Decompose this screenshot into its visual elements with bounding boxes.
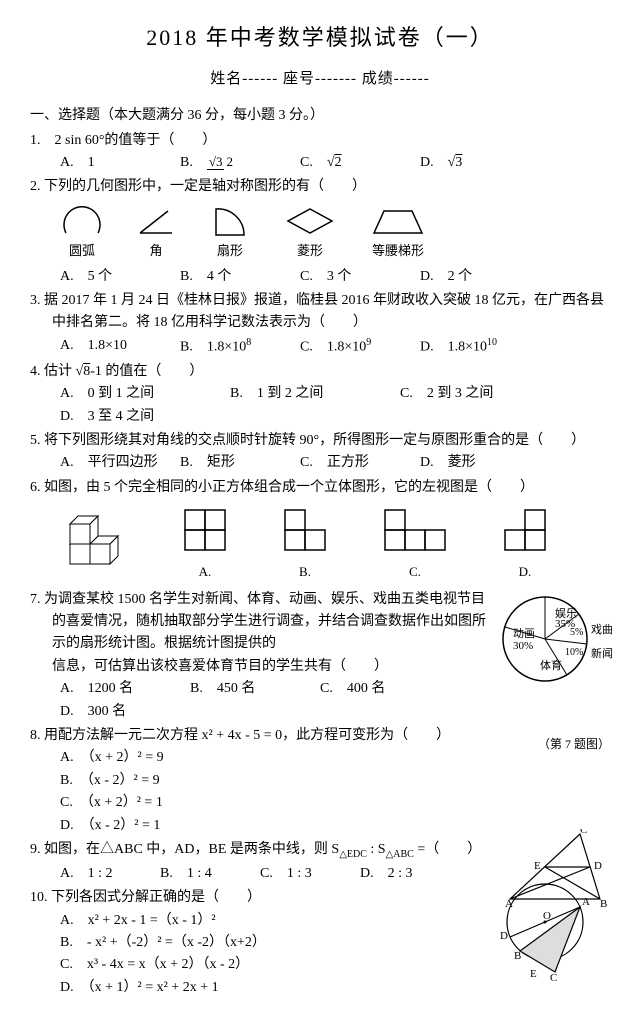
q2-stem: 2. 下列的几何图形中，一定是轴对称图形的有（ ） (30, 176, 610, 198)
shape-arc: 圆弧 (60, 203, 104, 262)
q1-opt-b: B. √32 (180, 152, 300, 174)
svg-text:动画: 动画 (513, 627, 535, 640)
svg-text:B: B (514, 950, 521, 962)
q1-opt-c: C. √2 (300, 152, 420, 174)
svg-text:D: D (594, 860, 602, 872)
q7-pie-chart: 娱乐 35% 5% 戏曲 10% 新闻 体育 动画 30% (490, 589, 620, 707)
q7-opt-d: D. 300 名 (60, 701, 150, 723)
q9-opt-c: C. 1 : 3 (260, 863, 360, 885)
svg-text:10%: 10% (565, 647, 583, 658)
q2-opt-a: A. 5 个 (60, 266, 180, 288)
question-1: 1. 2 sin 60°的值等于（ ） A. 1 B. √32 C. √2 D.… (30, 130, 610, 175)
q6-3d-figure (60, 514, 130, 582)
q2-opt-d: D. 2 个 (420, 266, 540, 288)
q3-opt-b: B. 1.8×108 (180, 335, 300, 359)
svg-text:E: E (530, 968, 537, 980)
shape-rhombus: 菱形 (282, 203, 338, 262)
q7-opt-a: A. 1200 名 (60, 678, 150, 700)
q8-stem: 8. 用配方法解一元二次方程 x² + 4x - 5 = 0，此方程可变形为（ … (30, 725, 610, 747)
q6-opt-a: A. (180, 505, 230, 583)
student-info-line: 姓名------ 座号------- 成绩------ (30, 67, 610, 91)
shape-trapezoid: 等腰梯形 (368, 203, 428, 262)
question-2: 2. 下列的几何图形中，一定是轴对称图形的有（ ） 圆弧 角 扇形 菱形 等腰梯… (30, 176, 610, 288)
q4-opt-d: D. 3 至 4 之间 (60, 406, 190, 428)
svg-text:体育: 体育 (540, 658, 562, 672)
q5-opt-b: B. 矩形 (180, 452, 300, 474)
svg-text:A: A (582, 896, 590, 908)
q4-opt-b: B. 1 到 2 之间 (230, 383, 360, 405)
q4-opt-a: A. 0 到 1 之间 (60, 383, 190, 405)
q5-opt-c: C. 正方形 (300, 452, 420, 474)
q7-caption: （第 7 题图） (538, 735, 610, 754)
q9-opt-b: B. 1 : 4 (160, 863, 260, 885)
q6-opt-b: B. (280, 505, 330, 583)
svg-text:戏曲: 戏曲 (591, 623, 613, 636)
question-10: 10. 下列各因式分解正确的是（ ） A. x² + 2x - 1 =（x - … (30, 887, 610, 999)
q3-opt-d: D. 1.8×1010 (420, 335, 540, 359)
q6-stem: 6. 如图，由 5 个完全相同的小正方体组合成一个立体图形，它的左视图是（ ） (30, 477, 610, 499)
svg-text:E: E (534, 860, 541, 872)
q5-opt-d: D. 菱形 (420, 452, 540, 474)
svg-text:C: C (550, 972, 557, 984)
q4-stem: 4. 估计 √8-1 的值在（ ） (30, 361, 610, 383)
shape-sector: 扇形 (208, 203, 252, 262)
q10-opt-c: C. x³ - 4x = x（x + 2）（x - 2） (60, 954, 280, 976)
q3-opt-c: C. 1.8×109 (300, 335, 420, 359)
q8-opt-b: B. （x - 2）² = 9 (60, 770, 270, 792)
q9-opt-a: A. 1 : 2 (60, 863, 160, 885)
q7-opt-b: B. 450 名 (190, 678, 280, 700)
q3-stem: 3. 据 2017 年 1 月 24 日《桂林日报》报道，临桂县 2016 年财… (30, 290, 610, 335)
exam-title: 2018 年中考数学模拟试卷（一） (30, 20, 610, 55)
question-7: 7. 为调查某校 1500 名学生对新闻、体育、动画、娱乐、戏曲五类电视节目的喜… (30, 589, 610, 723)
section-1-header: 一、选择题（本大题满分 36 分，每小题 3 分。） (30, 105, 610, 127)
svg-text:5%: 5% (570, 627, 583, 638)
svg-text:新闻: 新闻 (591, 646, 613, 660)
svg-text:D: D (500, 930, 508, 942)
question-3: 3. 据 2017 年 1 月 24 日《桂林日报》报道，临桂县 2016 年财… (30, 290, 610, 359)
question-6: 6. 如图，由 5 个完全相同的小正方体组合成一个立体图形，它的左视图是（ ） … (30, 477, 610, 583)
q4-opt-c: C. 2 到 3 之间 (400, 383, 530, 405)
seat-field: 座号------- (283, 71, 357, 87)
q1-stem: 1. 2 sin 60°的值等于（ ） (30, 130, 610, 152)
score-field: 成绩------ (362, 71, 430, 87)
name-field: 姓名------ (210, 71, 278, 87)
q6-opt-c: C. (380, 505, 450, 583)
q5-opt-a: A. 平行四边形 (60, 452, 180, 474)
q10-opt-a: A. x² + 2x - 1 =（x - 1）² (60, 910, 280, 932)
q6-opt-d: D. (500, 505, 550, 583)
q10-circle-figure: O A D B C E (490, 877, 600, 995)
question-8: 8. 用配方法解一元二次方程 x² + 4x - 5 = 0，此方程可变形为（ … (30, 725, 610, 837)
q10-opt-d: D. （x + 1）² = x² + 2x + 1 (60, 977, 280, 999)
q2-opt-b: B. 4 个 (180, 266, 300, 288)
q7-opt-c: C. 400 名 (320, 678, 410, 700)
question-4: 4. 估计 √8-1 的值在（ ） A. 0 到 1 之间 B. 1 到 2 之… (30, 361, 610, 428)
svg-text:C: C (580, 829, 587, 836)
svg-text:30%: 30% (513, 640, 533, 652)
q8-opt-a: A. （x + 2）² = 9 (60, 747, 270, 769)
q3-opt-a: A. 1.8×10 (60, 335, 180, 359)
svg-text:O: O (543, 910, 551, 922)
q1-opt-d: D. √3 (420, 152, 540, 174)
question-5: 5. 将下列图形绕其对角线的交点顺时针旋转 90°，所得图形一定与原图形重合的是… (30, 430, 610, 475)
q10-opt-b: B. - x² +（-2）² =（x -2）（x+2） (60, 932, 280, 954)
q2-shapes: 圆弧 角 扇形 菱形 等腰梯形 (30, 203, 610, 262)
q8-opt-c: C. （x + 2）² = 1 (60, 792, 270, 814)
q8-opt-d: D. （x - 2）² = 1 (60, 815, 270, 837)
shape-angle: 角 (134, 203, 178, 262)
q1-opt-a: A. 1 (60, 152, 180, 174)
q5-stem: 5. 将下列图形绕其对角线的交点顺时针旋转 90°，所得图形一定与原图形重合的是… (30, 430, 610, 452)
q9-opt-d: D. 2 : 3 (360, 863, 460, 885)
q2-opt-c: C. 3 个 (300, 266, 420, 288)
